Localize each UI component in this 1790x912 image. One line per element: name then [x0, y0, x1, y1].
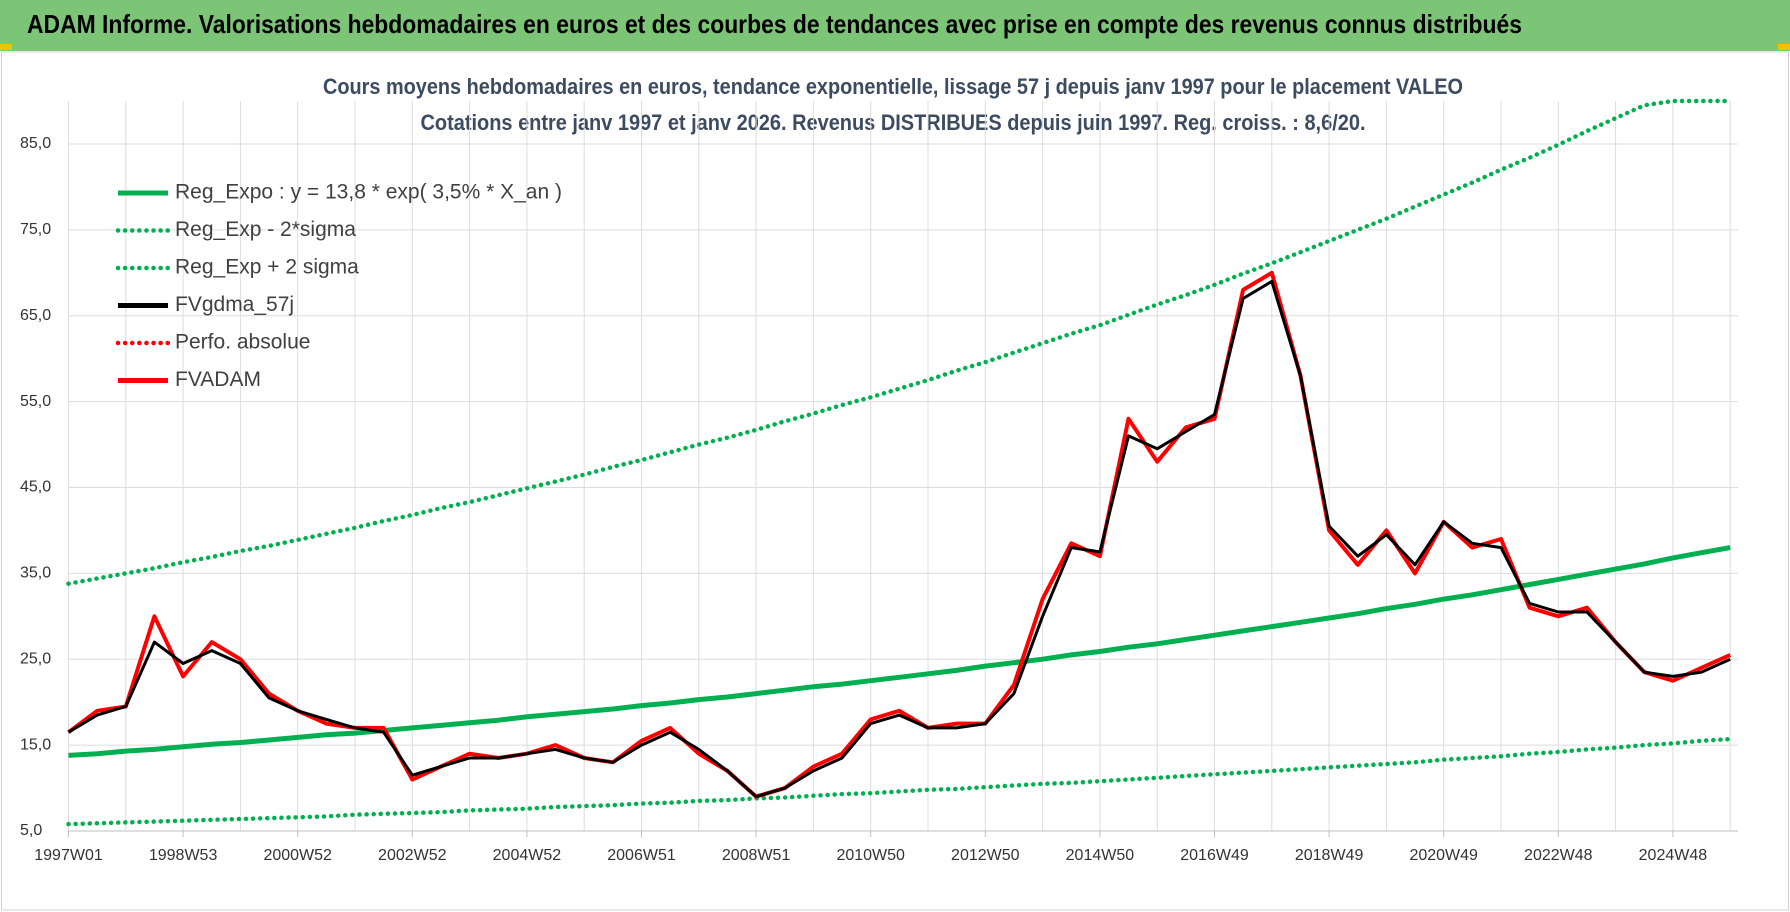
y-tick-label: 75,0 [20, 221, 51, 238]
legend-label: Perfo. absolue [175, 331, 310, 354]
x-tick-label: 2000W52 [263, 847, 332, 864]
x-tick-label: 2020W49 [1409, 847, 1478, 864]
y-tick-label: 85,0 [20, 135, 51, 152]
x-tick-label: 2024W48 [1639, 847, 1708, 864]
y-tick-label: 25,0 [20, 650, 51, 667]
header-title: ADAM Informe. Valorisations hebdomadaire… [27, 9, 1522, 39]
x-tick-label: 2016W49 [1180, 847, 1249, 864]
legend-label: FVgdma_57j [175, 293, 294, 316]
legend-label: FVADAM [175, 368, 261, 391]
legend-label: Reg_Exp + 2 sigma [175, 256, 359, 279]
legend-label: Reg_Expo : y = 13,8 * exp( 3,5% * X_an ) [175, 181, 562, 204]
y-tick-label: 5,0 [20, 822, 42, 839]
y-tick-label: 65,0 [20, 307, 51, 324]
x-tick-label: 2004W52 [493, 847, 562, 864]
series-line [66, 736, 1733, 827]
legend-label: Reg_Exp - 2*sigma [175, 218, 356, 241]
series-line [66, 98, 1733, 586]
x-tick-label: 2012W50 [951, 847, 1020, 864]
x-tick-label: 2008W51 [722, 847, 791, 864]
x-tick-label: 2022W48 [1524, 847, 1593, 864]
x-tick-label: 2018W49 [1295, 847, 1364, 864]
y-tick-label: 55,0 [20, 393, 51, 410]
y-tick-label: 15,0 [20, 736, 51, 753]
corner-mark [1778, 44, 1790, 50]
chart-frame [1, 51, 1789, 911]
y-tick-label: 45,0 [20, 479, 51, 496]
x-tick-label: 1997W01 [34, 847, 103, 864]
x-tick-label: 2014W50 [1066, 847, 1135, 864]
x-tick-label: 2010W50 [836, 847, 905, 864]
chart-title: Cours moyens hebdomadaires en euros, ten… [323, 74, 1463, 99]
corner-mark [0, 44, 12, 50]
chart-subtitle: Cotations entre janv 1997 et janv 2026. … [421, 110, 1366, 135]
x-tick-label: 1998W53 [149, 847, 218, 864]
x-tick-label: 2002W52 [378, 847, 447, 864]
series-line [68, 545, 1731, 758]
y-tick-label: 35,0 [20, 565, 51, 582]
series-line [67, 279, 1731, 799]
x-tick-label: 2006W51 [607, 847, 676, 864]
header-bar [0, 0, 1790, 51]
